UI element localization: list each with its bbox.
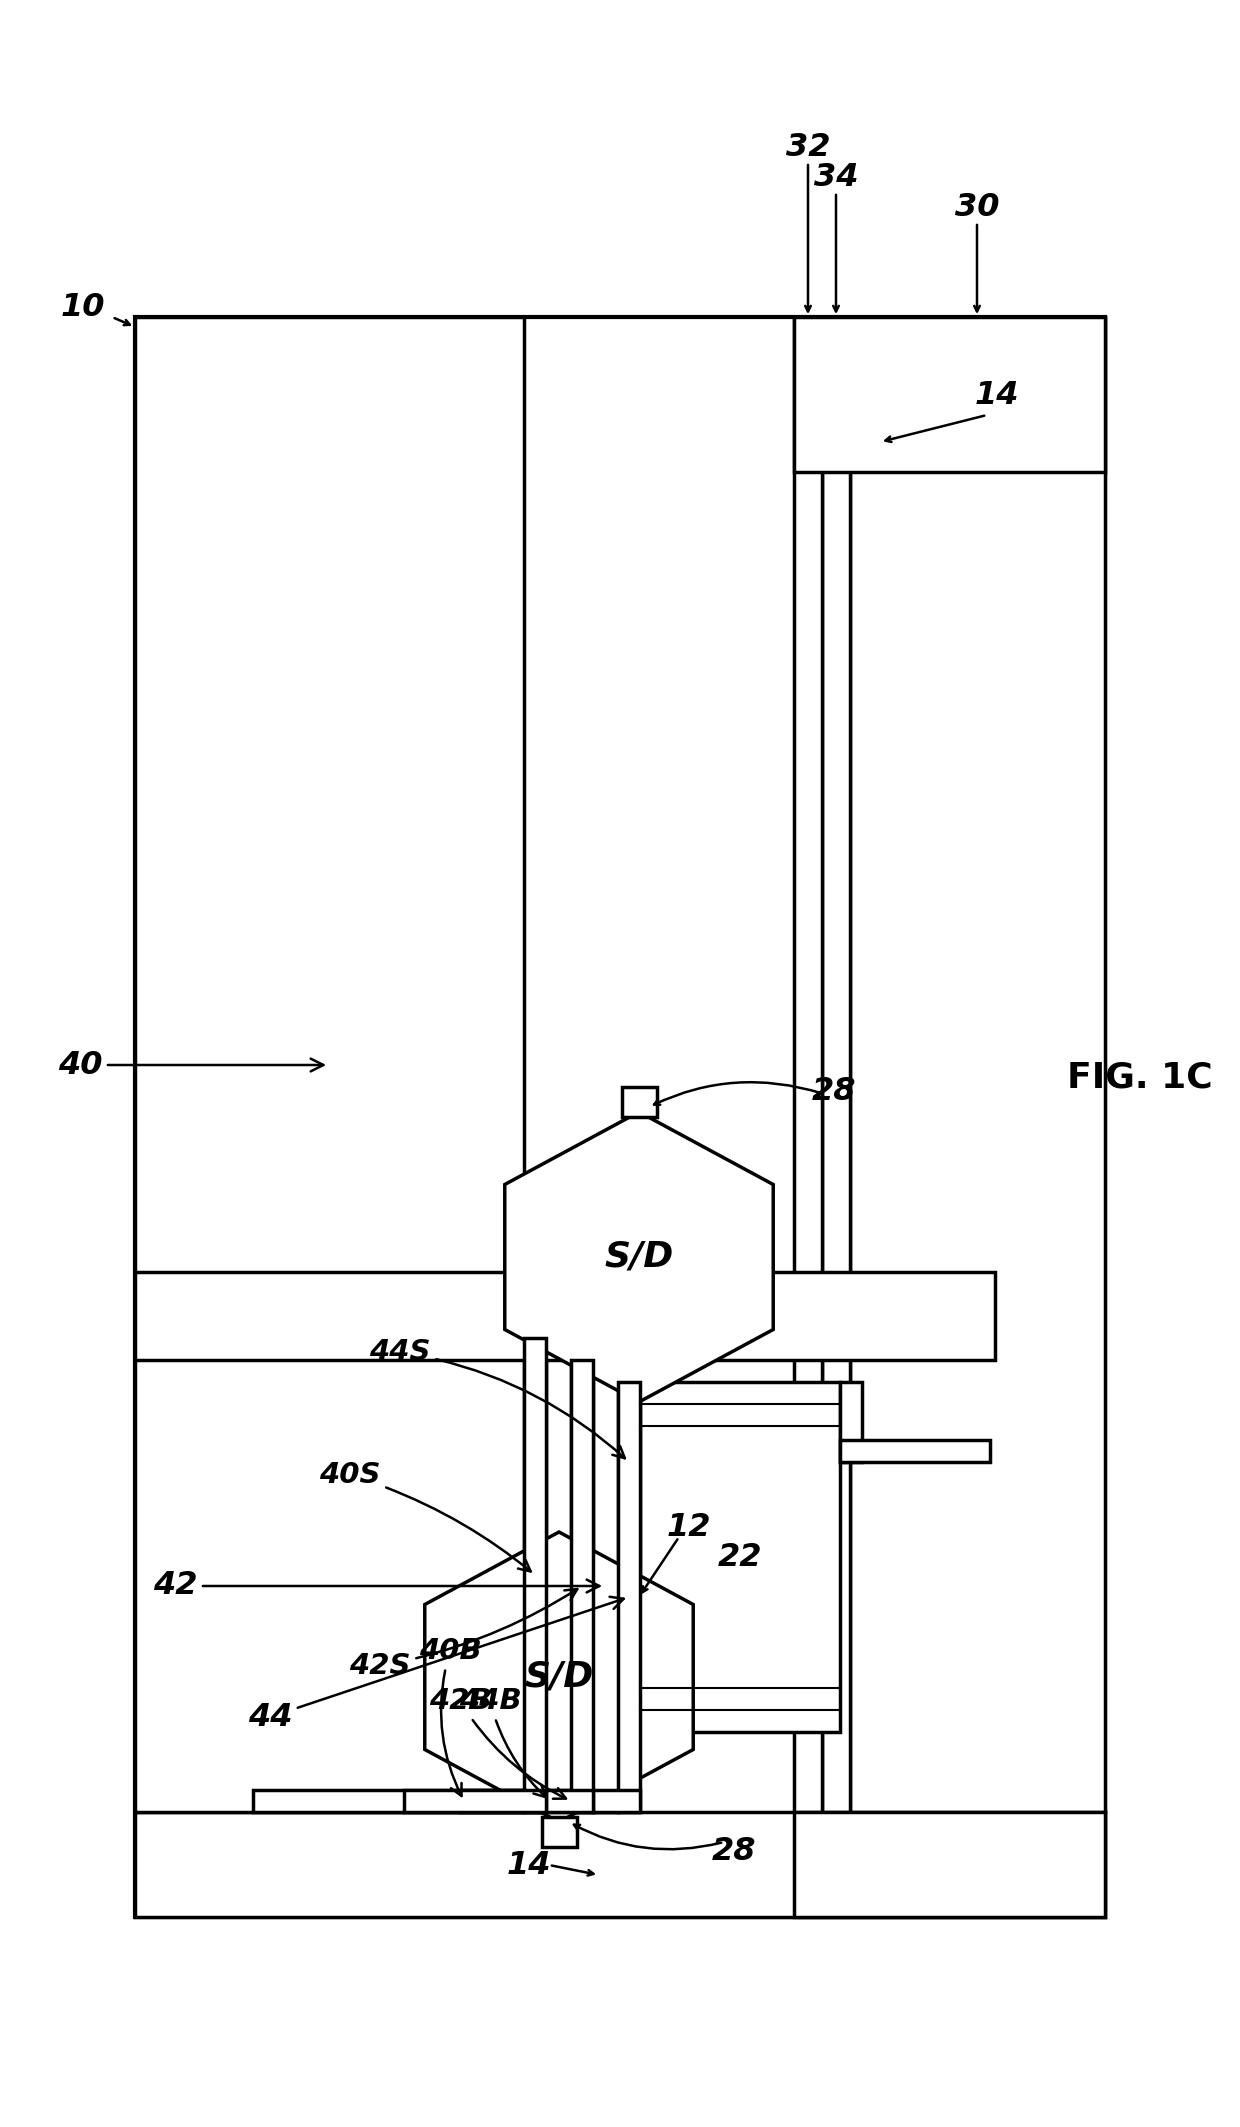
Text: 42: 42 — [153, 1570, 599, 1602]
Polygon shape — [425, 1531, 693, 1823]
Text: 44B: 44B — [459, 1687, 546, 1797]
Text: 42S: 42S — [350, 1589, 578, 1680]
Bar — [593, 1366, 618, 1812]
Text: 40B: 40B — [419, 1638, 481, 1795]
Polygon shape — [505, 1112, 774, 1402]
Text: FIG. 1C: FIG. 1C — [1068, 1059, 1213, 1093]
Text: 42B: 42B — [429, 1687, 565, 1799]
Bar — [135, 1812, 1105, 1916]
Text: 10: 10 — [61, 291, 105, 323]
Bar — [822, 317, 849, 1812]
Text: 44: 44 — [248, 1597, 624, 1734]
Text: 14: 14 — [975, 379, 1019, 411]
Bar — [849, 317, 1105, 1812]
Text: 32: 32 — [786, 132, 831, 162]
Text: 44S: 44S — [370, 1338, 625, 1459]
Text: 34: 34 — [813, 162, 858, 194]
Text: 28: 28 — [812, 1076, 857, 1108]
Bar — [404, 1791, 546, 1812]
Text: 28: 28 — [712, 1836, 756, 1868]
Text: 40: 40 — [58, 1049, 324, 1081]
Text: 12: 12 — [667, 1512, 712, 1542]
Bar — [135, 317, 525, 1812]
Bar — [525, 1338, 546, 1812]
Text: S/D: S/D — [604, 1240, 673, 1274]
Text: 22: 22 — [718, 1542, 763, 1572]
Text: S/D: S/D — [525, 1659, 594, 1693]
Text: 14: 14 — [507, 1850, 552, 1880]
Bar — [135, 1272, 994, 1359]
Bar — [542, 1816, 577, 1846]
Bar — [839, 1440, 990, 1461]
Bar — [460, 1791, 640, 1812]
Bar — [794, 317, 822, 1812]
Text: 40S: 40S — [319, 1461, 531, 1572]
Bar — [839, 1383, 862, 1461]
Bar — [253, 1791, 593, 1812]
Bar — [135, 317, 1105, 1916]
Bar — [546, 1338, 570, 1812]
Text: 30: 30 — [955, 191, 999, 223]
Bar — [794, 317, 1105, 472]
Bar — [618, 1383, 640, 1812]
Bar — [640, 1383, 839, 1731]
Bar — [794, 1812, 1105, 1916]
Bar — [622, 1087, 657, 1117]
Bar — [570, 1359, 593, 1812]
